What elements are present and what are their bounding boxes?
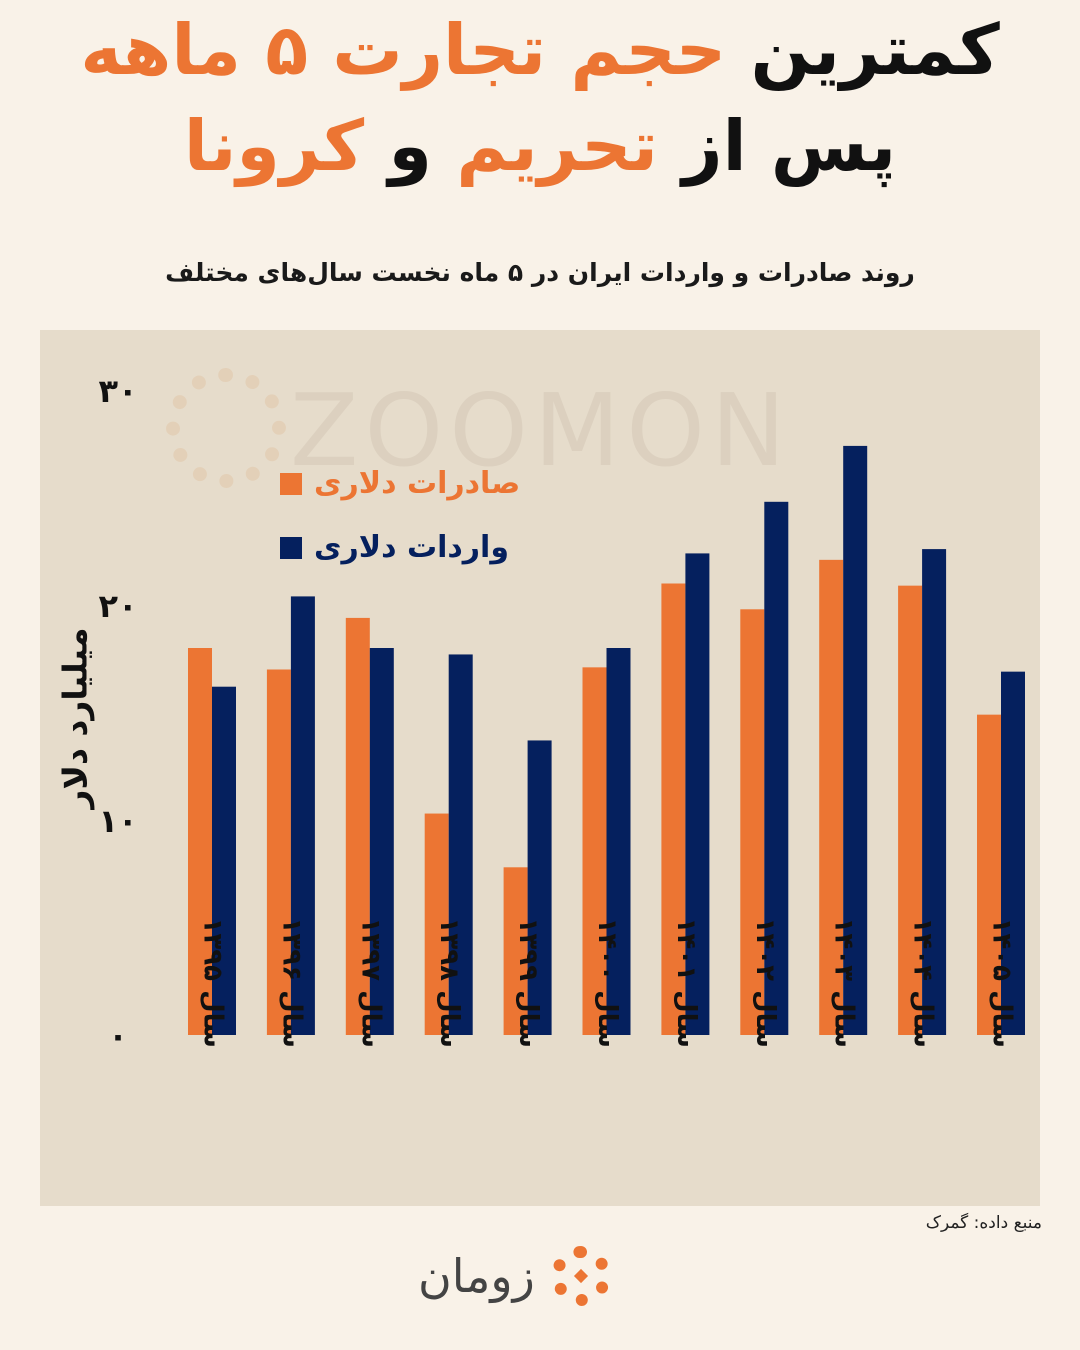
- headline-black-1: کمترین: [750, 9, 1000, 91]
- bar-exports: [740, 609, 765, 1035]
- bar-exports: [661, 583, 686, 1035]
- bar-imports: [527, 740, 552, 1035]
- bar-imports: [1001, 671, 1025, 1035]
- bar-exports: [977, 714, 1001, 1035]
- legend-swatch-exports: [280, 472, 302, 495]
- bar-exports: [266, 669, 291, 1035]
- x-tick-label: سال ۱۳۹۵: [198, 918, 228, 1048]
- headline-line-2: پس از تحریم و کرونا: [0, 98, 1080, 194]
- bar-imports: [448, 654, 473, 1035]
- legend-item-exports: صادرات دلاری: [280, 466, 520, 501]
- headline-orange-1: حجم تجارت ۵ ماهه: [80, 9, 727, 91]
- x-tick-label: سال ۱۴۰۵: [987, 918, 1017, 1048]
- x-tick-label: سال ۱۳۹۸: [434, 918, 464, 1048]
- x-tick-label: سال ۱۴۰۴: [908, 918, 938, 1048]
- x-tick-label: سال ۱۳۹۶: [276, 918, 306, 1048]
- x-tick-label: سال ۱۴۰۲: [750, 918, 780, 1048]
- bar-imports: [290, 596, 315, 1035]
- legend-swatch-imports: [280, 536, 302, 559]
- sunburst-logo-icon: [550, 1246, 611, 1306]
- brand-footer: زومان: [418, 1246, 611, 1306]
- bar-imports: [606, 648, 631, 1035]
- y-tick-label: ۲۰: [98, 587, 137, 625]
- source-note: منبع داده: گمرک: [925, 1213, 1042, 1233]
- legend-item-imports: واردات دلاری: [280, 530, 509, 565]
- brand-name: زومان: [418, 1249, 535, 1303]
- legend-label-exports: صادرات دلاری: [314, 466, 521, 501]
- chart-title: روند صادرات و واردات ایران در ۵ ماه نخست…: [165, 258, 915, 287]
- bar-exports: [582, 667, 607, 1035]
- y-tick-label: ۰: [108, 1017, 128, 1055]
- bar-exports: [345, 617, 370, 1035]
- bar-exports: [898, 585, 923, 1035]
- legend-label-imports: واردات دلاری: [314, 530, 509, 565]
- bar-exports: [819, 559, 844, 1035]
- headline-black-2b: و: [388, 105, 433, 187]
- bar-imports: [843, 445, 868, 1035]
- headline-black-2a: پس از: [682, 105, 897, 187]
- watermark: ZOOMON: [290, 372, 792, 489]
- headline-line-1: کمترین حجم تجارت ۵ ماهه: [0, 2, 1080, 98]
- x-tick-label: سال ۱۴۰۳: [829, 918, 859, 1048]
- bar-imports: [922, 549, 947, 1035]
- headline-orange-2b: کرونا: [183, 105, 365, 187]
- x-tick-label: سال ۱۴۰۰: [592, 918, 622, 1048]
- bar-imports: [369, 648, 394, 1035]
- x-tick-label: سال ۱۳۹۹: [513, 918, 543, 1048]
- bar-imports: [764, 501, 789, 1035]
- y-tick-label: ۱۰: [98, 802, 137, 840]
- x-tick-label: سال ۱۳۹۷: [355, 918, 385, 1048]
- bar-exports: [424, 813, 449, 1035]
- y-tick-label: ۳۰: [98, 372, 137, 410]
- bar-exports: [503, 867, 528, 1035]
- bar-exports: [188, 648, 212, 1035]
- headline-orange-2a: تحریم: [456, 105, 658, 187]
- x-tick-label: سال ۱۴۰۱: [671, 918, 701, 1048]
- bar-imports: [212, 686, 236, 1035]
- bar-imports: [685, 553, 710, 1035]
